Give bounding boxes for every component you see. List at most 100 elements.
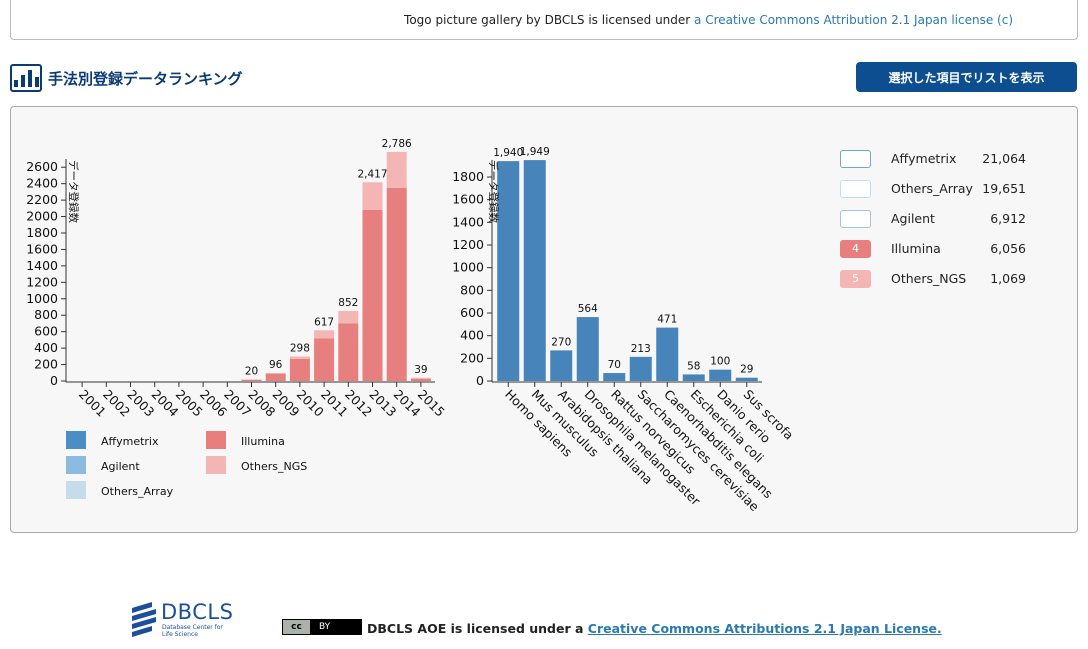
method-row-agilent[interactable]: Agilent 6,912: [840, 210, 1040, 230]
bar-drosophila-melanogaster: [576, 317, 599, 381]
bar-value-label: 564: [578, 303, 598, 315]
x-tick-label-year: 2007: [221, 387, 254, 420]
cc-icon: cc: [283, 620, 311, 634]
y-tick-label-species: 600: [460, 305, 484, 320]
legend-swatch-others_array: [66, 481, 86, 499]
bar-others_ngs-2013: [362, 182, 383, 210]
bar-mus-musculus: [523, 160, 546, 381]
y-tick-label-years: 2400: [26, 176, 58, 191]
top-license-text: Togo picture gallery by DBCLS is license…: [404, 13, 691, 27]
legend-swatch-illumina: [206, 431, 226, 449]
method-row-others_ngs[interactable]: 5 Others_NGS 1,069: [840, 270, 1040, 290]
bar-illumina-2008: [241, 379, 262, 381]
x-tick-label-year: 2015: [415, 387, 448, 420]
cc-by-badge[interactable]: cc BY: [282, 619, 362, 635]
method-row-others_array[interactable]: Others_Array 19,651: [840, 180, 1040, 200]
y-tick-label-species: 1400: [452, 214, 484, 229]
logo-subtitle: Database Center for Life Science: [162, 624, 223, 638]
footer-license-link[interactable]: Creative Commons Attributions 2.1 Japan …: [587, 621, 942, 636]
method-checkbox[interactable]: 4: [840, 240, 871, 258]
y-tick-label-years: 1400: [26, 258, 58, 273]
x-tick-label-year: 2010: [294, 387, 327, 420]
footer-license-text: DBCLS AOE is licensed under a: [367, 621, 584, 636]
bar-value-label: 100: [710, 356, 730, 368]
legend-label-others_array: Others_Array: [101, 485, 174, 498]
bar-others_ngs-2014: [386, 151, 407, 188]
method-row-illumina[interactable]: 4 Illumina 6,056: [840, 240, 1040, 260]
y-tick-label-species: 1600: [452, 192, 484, 207]
section-header: 手法別登録データランキング: [10, 63, 243, 93]
method-count: 6,056: [990, 241, 1026, 256]
top-license-link[interactable]: a Creative Commons Attribution 2.1 Japan…: [694, 13, 1013, 27]
bar-value-label: 70: [608, 359, 621, 371]
bar-value-label: 29: [740, 364, 753, 376]
bar-danio-rerio: [709, 369, 732, 381]
y-axis-label-years: データ登録数: [67, 160, 80, 223]
method-count: 21,064: [982, 151, 1026, 166]
y-tick-label-species: 400: [460, 328, 484, 343]
method-count: 1,069: [990, 271, 1026, 286]
dbcls-logo-mark-icon: [132, 602, 156, 637]
legend-swatch-affymetrix: [66, 431, 86, 449]
y-tick-label-years: 2600: [26, 159, 58, 174]
by-icon: BY: [319, 622, 331, 632]
bar-total-label: 20: [245, 365, 258, 377]
y-tick-label-years: 2000: [26, 209, 58, 224]
section-title: 手法別登録データランキング: [48, 69, 243, 88]
bar-illumina-2015: [410, 378, 431, 381]
bar-saccharomyces-cerevisiae: [629, 356, 652, 381]
footer-license: DBCLS AOE is licensed under a Creative C…: [367, 621, 942, 636]
method-checkbox[interactable]: [840, 150, 871, 168]
method-row-affymetrix[interactable]: Affymetrix 21,064: [840, 150, 1040, 170]
method-name: Illumina: [891, 241, 941, 256]
bar-others_ngs-2015: [410, 377, 431, 379]
y-tick-label-years: 1800: [26, 225, 58, 240]
bar-illumina-2014: [386, 187, 407, 381]
x-tick-label-year: 2009: [270, 387, 303, 420]
legend-swatch-others_ngs: [206, 456, 226, 474]
bar-arabidopsis-thaliana: [550, 350, 573, 381]
legend-label-illumina: Illumina: [241, 435, 285, 448]
bar-sus-scrofa: [735, 377, 758, 381]
y-tick-label-species: 800: [460, 282, 484, 297]
bar-others_ngs-2010: [289, 356, 310, 359]
method-name: Others_NGS: [891, 271, 967, 286]
bar-chart-icon: [10, 64, 42, 92]
bar-escherichia-coli: [682, 374, 705, 381]
method-checkbox[interactable]: [840, 180, 871, 198]
x-tick-label-year: 2005: [173, 387, 206, 420]
method-checkbox[interactable]: [840, 210, 871, 228]
x-tick-label-year: 2012: [342, 387, 375, 420]
bar-total-label: 2,786: [382, 138, 412, 150]
bar-total-label: 617: [314, 316, 334, 328]
top-license-bar: Togo picture gallery by DBCLS is license…: [10, 0, 1078, 40]
y-tick-label-species: 200: [460, 350, 484, 365]
method-checkbox[interactable]: 5: [840, 270, 871, 288]
x-tick-label-year: 2006: [197, 387, 230, 420]
bar-illumina-2012: [338, 323, 359, 381]
x-tick-label-year: 2003: [124, 387, 157, 420]
bar-caenorhabditis-elegans: [656, 327, 679, 381]
dbcls-logo[interactable]: DBCLS Database Center for Life Science: [130, 598, 240, 642]
show-list-button[interactable]: 選択した項目でリストを表示: [856, 62, 1077, 92]
bar-total-label: 852: [338, 297, 358, 309]
method-name: Affymetrix: [891, 151, 957, 166]
y-tick-label-years: 800: [34, 307, 58, 322]
bar-total-label: 39: [414, 364, 427, 376]
bar-value-label: 471: [657, 314, 677, 326]
y-tick-label-species: 1200: [452, 237, 484, 252]
y-tick-label-years: 1600: [26, 241, 58, 256]
y-tick-label-years: 600: [34, 324, 58, 339]
method-count: 19,651: [982, 181, 1026, 196]
y-tick-label-species: 0: [476, 373, 484, 388]
legend-label-affymetrix: Affymetrix: [101, 435, 159, 448]
y-tick-label-years: 0: [50, 373, 58, 388]
legend-label-agilent: Agilent: [101, 460, 140, 473]
y-tick-label-years: 1200: [26, 274, 58, 289]
bar-value-label: 213: [631, 343, 651, 355]
bar-illumina-2009: [265, 373, 286, 381]
x-tick-label-year: 2014: [391, 387, 424, 420]
legend-swatch-agilent: [66, 456, 86, 474]
bar-total-label: 96: [269, 359, 283, 371]
